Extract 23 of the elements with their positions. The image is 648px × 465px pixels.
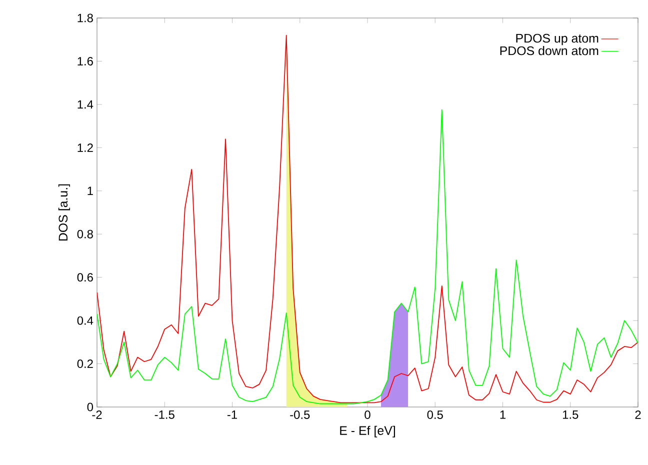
legend-label: PDOS down atom <box>500 46 598 56</box>
x-axis-title: E - Ef [eV] <box>340 426 395 438</box>
y-tick-label: 1 <box>88 186 93 195</box>
y-tick-label: 0 <box>87 402 94 412</box>
x-tick-label: 1 <box>500 410 506 419</box>
x-tick-label: -2 <box>92 410 102 419</box>
x-tick-label: 0.5 <box>427 410 443 419</box>
x-tick-label: -1.5 <box>154 410 174 419</box>
y-tick-label: 0.8 <box>77 230 93 238</box>
x-tick-label: 0 <box>364 410 370 419</box>
y-tick-label: 1.4 <box>78 100 94 109</box>
y-tick-label: 1.2 <box>78 143 93 152</box>
y-tick-label: 0.2 <box>77 360 93 368</box>
y-tick-label: 0.4 <box>77 316 94 325</box>
x-tick-label: -0.5 <box>290 410 310 419</box>
y-tick-label: 1.8 <box>78 14 93 22</box>
legend-label: PDOS up atom <box>516 34 598 46</box>
x-tick-label: 1.5 <box>562 410 578 419</box>
x-tick-label: 2 <box>635 410 641 419</box>
y-tick-label: 0.6 <box>77 273 93 282</box>
y-tick-label: 1.6 <box>78 56 93 66</box>
y-axis-title: DOS [a.u.] <box>58 184 70 241</box>
x-tick-label: -1 <box>227 410 237 419</box>
